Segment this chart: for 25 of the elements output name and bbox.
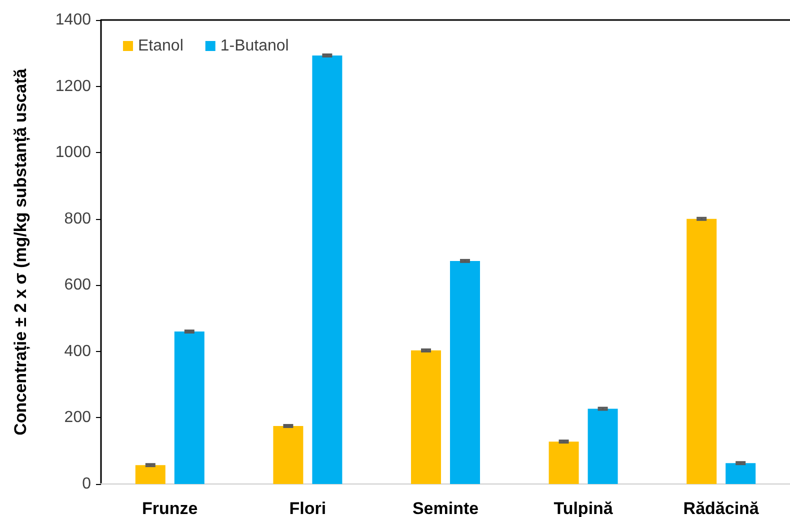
y-tick-label: 200 bbox=[64, 409, 92, 426]
y-tick-label: 800 bbox=[64, 210, 92, 228]
y-axis-title: Concentrație ± 2 x σ (mg/kg substanță uscată bbox=[11, 68, 30, 436]
bar bbox=[588, 408, 618, 484]
y-tick-label: 400 bbox=[64, 342, 92, 360]
x-tick-label: Rădăcină bbox=[683, 499, 760, 517]
y-tick-label: 600 bbox=[64, 276, 92, 294]
y-tick-label: 0 bbox=[82, 476, 92, 492]
bar bbox=[135, 465, 166, 484]
x-tick-label: Seminte bbox=[412, 499, 479, 517]
y-tick-label: 1000 bbox=[55, 144, 92, 162]
bar bbox=[312, 55, 342, 484]
bar bbox=[411, 350, 441, 484]
x-tick-label: Frunze bbox=[142, 499, 198, 517]
bar bbox=[726, 463, 756, 484]
bar bbox=[273, 426, 304, 484]
y-tick-label: 1200 bbox=[55, 78, 92, 95]
x-tick-label: Flori bbox=[289, 499, 326, 517]
bar bbox=[174, 332, 204, 484]
y-tick-label: 1400 bbox=[55, 12, 92, 28]
bar bbox=[548, 442, 579, 484]
legend-label: 1-Butanol bbox=[220, 38, 289, 54]
bar bbox=[450, 260, 480, 484]
bar bbox=[686, 218, 717, 484]
legend-label: Etanol bbox=[138, 38, 184, 54]
